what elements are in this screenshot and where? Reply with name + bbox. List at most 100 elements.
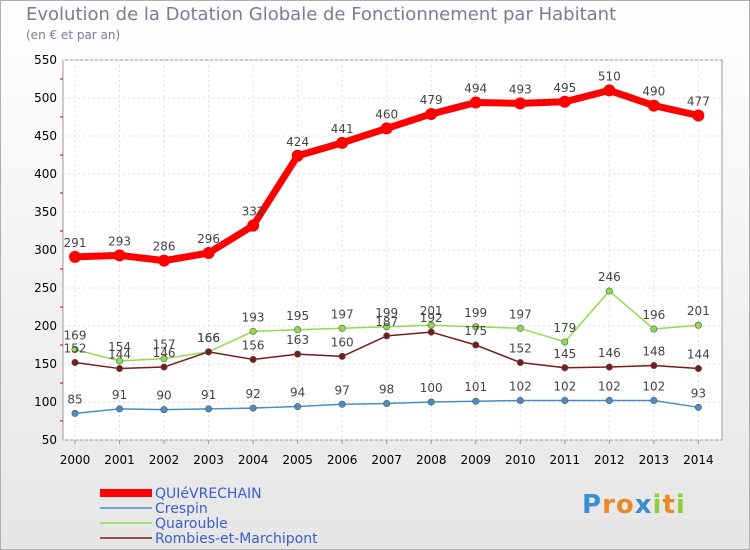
series-crespin: 85 91 90 91 92 94 97 98 100 101 102 102 102 102 93 — [67, 379, 706, 417]
data-point — [336, 136, 349, 149]
logo-letter: x — [634, 490, 653, 520]
x-tick-label: 2005 — [282, 453, 313, 467]
data-label: 144 — [687, 348, 710, 362]
y-tick-label: 500 — [34, 91, 57, 105]
data-point — [205, 405, 213, 413]
data-label: 85 — [67, 392, 82, 406]
logo-letter: i — [675, 490, 686, 520]
y-tick-label: 100 — [34, 395, 57, 409]
data-point — [249, 327, 257, 335]
data-point — [116, 365, 124, 373]
data-point — [338, 400, 346, 408]
data-label: 197 — [331, 307, 354, 321]
data-point — [249, 355, 257, 363]
legend-label: Quarouble — [155, 516, 228, 532]
data-label: 197 — [509, 307, 532, 321]
x-tick-label: 2011 — [550, 453, 581, 467]
data-label: 493 — [509, 82, 532, 96]
x-tick-label: 2004 — [238, 453, 269, 467]
data-point — [694, 403, 702, 411]
data-label: 97 — [335, 383, 350, 397]
data-point — [469, 96, 482, 109]
y-tick-label: 400 — [34, 167, 57, 181]
data-label: 201 — [420, 304, 443, 318]
data-label: 91 — [112, 388, 127, 402]
legend-label: Crespin — [155, 501, 208, 517]
data-point — [160, 363, 168, 371]
x-tick-label: 2012 — [594, 453, 625, 467]
data-point — [71, 409, 79, 417]
data-point — [605, 287, 613, 295]
data-label: 100 — [420, 381, 443, 395]
data-label: 196 — [642, 308, 665, 322]
x-tick-label: 2000 — [60, 453, 91, 467]
data-point — [383, 400, 391, 408]
data-point — [694, 365, 702, 373]
data-label: 102 — [598, 379, 621, 393]
x-tick-label: 2009 — [460, 453, 491, 467]
data-label: 92 — [245, 387, 260, 401]
data-label: 286 — [153, 240, 176, 254]
data-point — [561, 338, 569, 346]
data-point — [383, 332, 391, 340]
data-point — [472, 397, 480, 405]
data-label: 169 — [64, 329, 87, 343]
data-label: 195 — [286, 309, 309, 323]
x-tick-label: 2001 — [104, 453, 135, 467]
data-point — [561, 396, 569, 404]
data-label: 495 — [553, 81, 576, 95]
data-label: 490 — [642, 85, 665, 99]
data-point — [202, 247, 215, 260]
chart-title: Evolution de la Dotation Globale de Fonc… — [26, 4, 617, 25]
data-point — [561, 364, 569, 372]
data-point — [647, 99, 660, 112]
data-label: 291 — [64, 236, 87, 250]
data-label: 477 — [687, 94, 710, 108]
logo-letter: o — [615, 490, 635, 520]
data-point — [516, 358, 524, 366]
data-point — [116, 357, 124, 365]
data-point — [291, 149, 304, 162]
data-label: 192 — [420, 311, 443, 325]
logo-letter: r — [602, 490, 616, 520]
data-point — [71, 346, 79, 354]
legend-label: Rombies-et-Marchipont — [155, 531, 318, 547]
data-label: 146 — [153, 346, 176, 360]
data-point — [338, 324, 346, 332]
data-label: 157 — [153, 338, 176, 352]
data-label: 144 — [108, 348, 131, 362]
data-label: 102 — [553, 379, 576, 393]
x-tick-label: 2013 — [639, 453, 670, 467]
data-label: 98 — [379, 383, 394, 397]
x-tick-label: 2003 — [193, 453, 224, 467]
data-point — [650, 396, 658, 404]
data-point — [338, 352, 346, 360]
logo-letter: i — [652, 490, 663, 520]
data-label: 199 — [375, 306, 398, 320]
data-label: 460 — [375, 107, 398, 121]
data-point — [380, 122, 393, 135]
data-point — [603, 84, 616, 97]
data-label: 332 — [242, 205, 265, 219]
x-tick-label: 2007 — [371, 453, 402, 467]
data-point — [514, 97, 527, 110]
data-label: 160 — [331, 335, 354, 349]
data-point — [516, 324, 524, 332]
data-label: 175 — [464, 324, 487, 338]
data-point — [205, 348, 213, 356]
data-point — [113, 249, 126, 262]
data-label: 102 — [509, 379, 532, 393]
data-label: 179 — [553, 321, 576, 335]
data-label: 91 — [201, 388, 216, 402]
series-quarouble: 169 154 157 166 193 195 197 199 201 199 197 179 246 1… — [64, 270, 710, 365]
x-tick-label: 2014 — [683, 453, 714, 467]
data-label: 293 — [108, 234, 131, 248]
y-tick-label: 250 — [34, 281, 57, 295]
data-label: 102 — [642, 379, 665, 393]
data-label: 479 — [420, 93, 443, 107]
data-label: 94 — [290, 386, 305, 400]
chart-subtitle: (en € et par an) — [26, 28, 121, 42]
y-tick-label: 200 — [34, 319, 57, 333]
data-point — [692, 109, 705, 122]
